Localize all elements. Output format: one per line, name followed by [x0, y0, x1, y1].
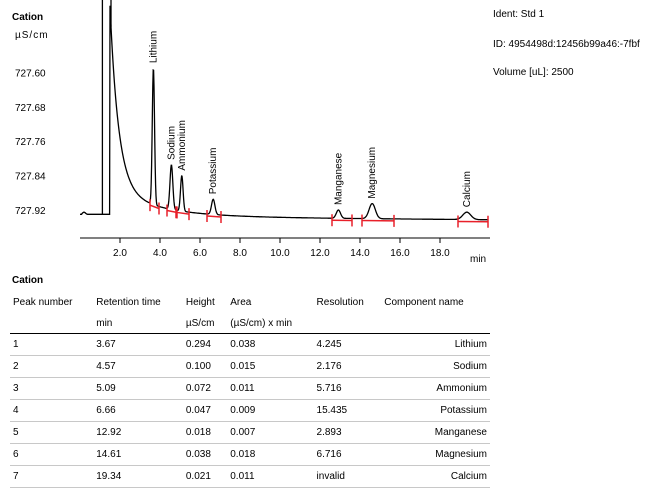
y-tick-label: 727.60 [15, 68, 46, 79]
table-cell: 12.92 [93, 422, 183, 444]
table-cell: Manganese [381, 422, 490, 444]
table-cell: 0.021 [183, 466, 227, 488]
id-text: ID: 4954498d:12456b99a46:-7fbf [493, 39, 640, 50]
x-tick-label: 16.0 [390, 248, 410, 259]
table-cell: 5.716 [314, 378, 382, 400]
y-tick-label: 727.68 [15, 103, 46, 114]
table-cell: 0.018 [227, 444, 313, 466]
table-cell: 1 [10, 334, 93, 356]
table-cell: Magnesium [381, 444, 490, 466]
x-tick-label: 6.0 [193, 248, 207, 259]
column-unit [381, 313, 490, 334]
table-cell: 6.66 [93, 400, 183, 422]
integration-baseline [167, 211, 176, 213]
x-tick-label: 14.0 [350, 248, 370, 259]
x-tick-label: 10.0 [270, 248, 290, 259]
table-cell: 3.67 [93, 334, 183, 356]
peak-label: Manganese [333, 152, 344, 205]
x-tick-label: 2.0 [113, 248, 127, 259]
x-tick-label: 18.0 [430, 248, 450, 259]
table-cell: Ammonium [381, 378, 490, 400]
column-header: Retention time [93, 292, 183, 313]
table-cell: 3 [10, 378, 93, 400]
table-cell: 2 [10, 356, 93, 378]
x-tick-label: 4.0 [153, 248, 167, 259]
column-header: Component name [381, 292, 490, 313]
table-cell: 0.294 [183, 334, 227, 356]
table-cell: 0.038 [183, 444, 227, 466]
table-cell: invalid [314, 466, 382, 488]
table-cell: 4.245 [314, 334, 382, 356]
y-tick-label: 727.84 [15, 172, 46, 183]
x-tick-label: 8.0 [233, 248, 247, 259]
column-unit [314, 313, 382, 334]
peak-label: Ammonium [177, 120, 188, 171]
table-cell: 0.072 [183, 378, 227, 400]
peak-label: Sodium [166, 126, 177, 160]
chart-title: Cation [12, 12, 43, 23]
table-cell: 5.09 [93, 378, 183, 400]
table-cell: 6.716 [314, 444, 382, 466]
peak-label: Lithium [148, 31, 159, 63]
table-cell: 0.047 [183, 400, 227, 422]
peak-label: Potassium [208, 148, 219, 195]
y-axis-label: µS/cm [15, 30, 49, 41]
integration-baseline [177, 212, 189, 214]
table-cell: 0.015 [227, 356, 313, 378]
table-cell: 15.435 [314, 400, 382, 422]
volume-text: Volume [uL]: 2500 [493, 67, 574, 78]
column-header: Resolution [314, 292, 382, 313]
table-cell: 2.893 [314, 422, 382, 444]
x-tick-label: 12.0 [310, 248, 330, 259]
chromatogram-trace [80, 6, 488, 220]
table-cell: 0.018 [183, 422, 227, 444]
table-cell: 6 [10, 444, 93, 466]
column-unit: min [93, 313, 183, 334]
ident-text: Ident: Std 1 [493, 9, 544, 20]
table-cell: 0.011 [227, 466, 313, 488]
table-cell: 0.100 [183, 356, 227, 378]
column-unit: (µS/cm) x min [227, 313, 313, 334]
column-header: Area [227, 292, 313, 313]
y-tick-label: 727.76 [15, 137, 46, 148]
table-cell: Sodium [381, 356, 490, 378]
table-cell: 0.011 [227, 378, 313, 400]
table-cell: 4 [10, 400, 93, 422]
table-cell: 19.34 [93, 466, 183, 488]
table-cell: Potassium [381, 400, 490, 422]
peak-label: Magnesium [367, 147, 378, 199]
table-cell: 0.007 [227, 422, 313, 444]
y-tick-label: 727.92 [15, 206, 46, 217]
table-cell: 14.61 [93, 444, 183, 466]
column-unit [10, 313, 93, 334]
peak-label: Calcium [462, 171, 473, 207]
table-cell: Lithium [381, 334, 490, 356]
table-cell: 0.009 [227, 400, 313, 422]
table-title: Cation [12, 275, 43, 286]
table-cell: 0.038 [227, 334, 313, 356]
x-axis-label: min [470, 254, 486, 265]
table-cell: 7 [10, 466, 93, 488]
column-unit: µS/cm [183, 313, 227, 334]
table-cell: 5 [10, 422, 93, 444]
table-cell: 4.57 [93, 356, 183, 378]
table-cell: 2.176 [314, 356, 382, 378]
column-header: Peak number [10, 292, 93, 313]
column-header: Height [183, 292, 227, 313]
table-cell: Calcium [381, 466, 490, 488]
integration-baseline [207, 216, 221, 217]
